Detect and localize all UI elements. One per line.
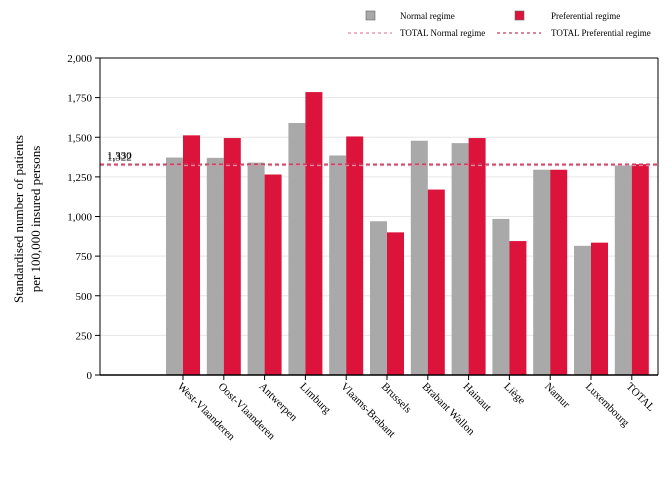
bar: [410, 140, 428, 375]
bar: [468, 138, 486, 375]
bar: [183, 135, 200, 375]
legend-label-total-normal: TOTAL Normal regime: [400, 28, 485, 38]
bar: [305, 92, 323, 375]
legend-swatch-normal: [365, 10, 376, 21]
y-tick-label: 0: [87, 370, 93, 382]
bar: [223, 138, 241, 375]
y-tick-label: 1,500: [67, 132, 92, 144]
x-tick-label: Brussels: [379, 381, 414, 416]
bar: [533, 169, 551, 375]
bar: [631, 164, 649, 375]
y-axis-title-line-2: per 100,000 insured persons: [28, 146, 43, 293]
y-tick-label: 2,000: [67, 53, 92, 65]
y-tick-label: 750: [76, 251, 93, 263]
bar: [550, 169, 568, 375]
bar: [346, 136, 364, 375]
bar: [329, 155, 347, 375]
legend-label-normal: Normal regime: [400, 11, 455, 21]
bar: [206, 157, 224, 375]
bar: [288, 122, 306, 375]
x-tick-label: TOTAL: [624, 381, 657, 414]
y-tick-label: 500: [76, 291, 93, 303]
bar: [247, 162, 265, 375]
bar: [574, 245, 591, 375]
legend: Normal regime Preferential regime TOTAL …: [348, 10, 651, 38]
y-axis-title-line-1: Standardised number of patients: [11, 135, 26, 303]
y-tick-label: 250: [76, 330, 93, 342]
legend-label-total-preferential: TOTAL Preferential regime: [551, 28, 651, 38]
x-tick-label: Hainaut: [460, 381, 493, 414]
y-tick-label: 1,750: [67, 93, 92, 105]
reference-value-label: 1,330: [107, 150, 132, 162]
bar: [591, 242, 608, 375]
x-tick-label: Namur: [542, 381, 572, 411]
y-tick-label: 1,250: [67, 172, 92, 184]
bar: [166, 157, 183, 375]
reference-value-label: 1,322: [107, 151, 132, 163]
bar: [264, 174, 282, 375]
bar: [509, 241, 527, 375]
bar: [370, 221, 387, 375]
legend-swatch-preferential: [514, 10, 525, 21]
bar: [387, 232, 404, 375]
bar: [492, 218, 510, 375]
x-tick-label: Antwerpen: [256, 381, 299, 424]
y-tick-label: 1,000: [67, 212, 92, 224]
bar: [451, 143, 469, 375]
bar: [427, 189, 445, 375]
x-tick-label: Limburg: [297, 381, 333, 417]
legend-label-preferential: Preferential regime: [551, 11, 620, 21]
x-tick-label: Liège: [501, 381, 527, 407]
bar: [614, 165, 632, 375]
